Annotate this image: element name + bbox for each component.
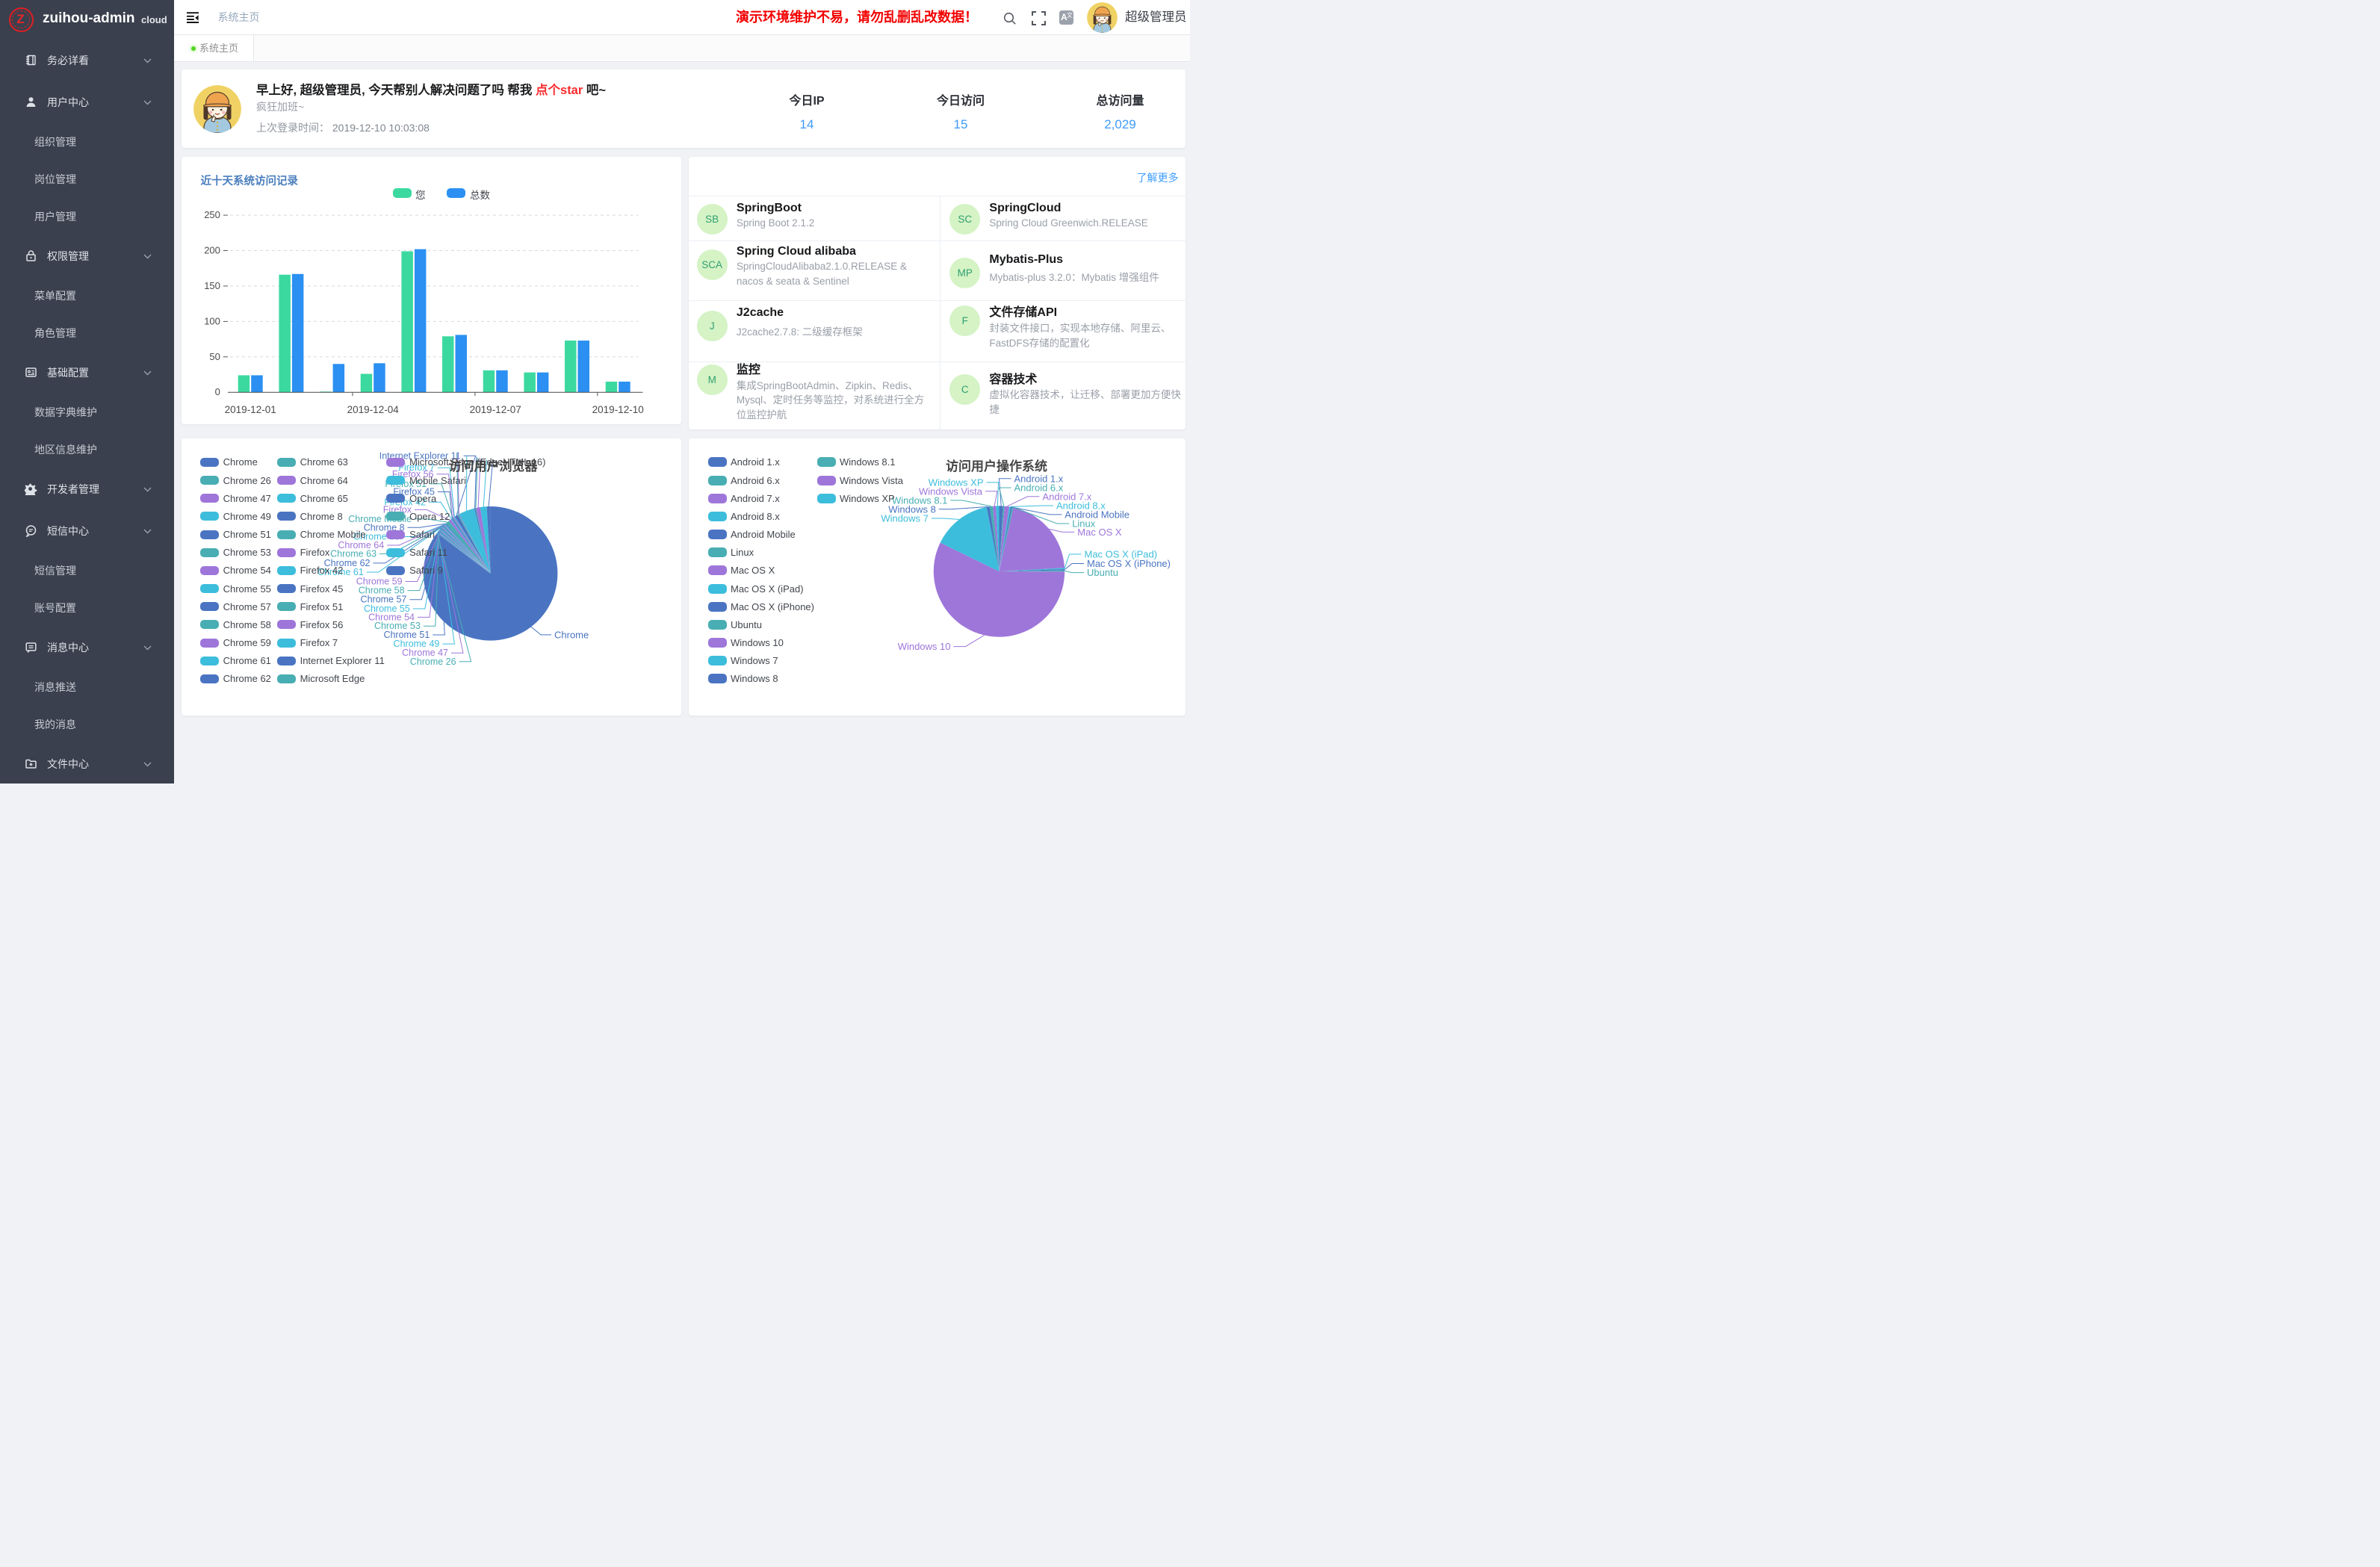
svg-text:Chrome 64: Chrome 64 xyxy=(338,540,384,550)
svg-text:Mac OS X (iPhone): Mac OS X (iPhone) xyxy=(1087,558,1171,569)
svg-text:Windows Vista: Windows Vista xyxy=(918,485,982,497)
svg-text:2019-12-01: 2019-12-01 xyxy=(225,404,276,415)
svg-text:Firefox 7: Firefox 7 xyxy=(398,462,435,473)
svg-text:Mac OS X (iPad): Mac OS X (iPad) xyxy=(1084,549,1157,560)
svg-text:0: 0 xyxy=(215,386,220,397)
svg-text:Android 8.x: Android 8.x xyxy=(1056,500,1106,512)
svg-text:Chrome 63: Chrome 63 xyxy=(330,549,376,559)
svg-text:Windows XP: Windows XP xyxy=(928,477,983,488)
svg-text:Chrome 51: Chrome 51 xyxy=(383,630,430,640)
svg-text:Windows 8.1: Windows 8.1 xyxy=(891,494,946,506)
svg-text:Linux: Linux xyxy=(1072,518,1096,530)
svg-text:Chrome 47: Chrome 47 xyxy=(402,648,448,658)
svg-text:Chrome 54: Chrome 54 xyxy=(368,612,415,622)
svg-text:100: 100 xyxy=(204,315,220,326)
svg-text:Chrome 62: Chrome 62 xyxy=(324,558,371,568)
svg-text:Chrome 49: Chrome 49 xyxy=(394,639,440,649)
svg-text:150: 150 xyxy=(204,279,220,291)
svg-text:200: 200 xyxy=(204,244,220,255)
svg-text:Android 6.x: Android 6.x xyxy=(1014,482,1063,494)
svg-text:50: 50 xyxy=(209,350,220,362)
svg-text:Chrome 55: Chrome 55 xyxy=(364,603,410,614)
svg-text:2019-12-04: 2019-12-04 xyxy=(347,404,400,415)
svg-text:250: 250 xyxy=(204,209,220,220)
svg-text:Chrome 61: Chrome 61 xyxy=(317,567,364,577)
svg-text:Chrome 58: Chrome 58 xyxy=(359,586,405,596)
svg-text:Chrome 26: Chrome 26 xyxy=(410,657,456,667)
svg-text:Chrome 53: Chrome 53 xyxy=(374,621,421,631)
svg-text:Ubuntu: Ubuntu xyxy=(1087,567,1118,578)
svg-text:Android Mobile: Android Mobile xyxy=(1065,509,1129,520)
svg-text:Windows 7: Windows 7 xyxy=(881,513,929,524)
svg-text:Chrome 57: Chrome 57 xyxy=(361,595,407,605)
svg-text:Chrome: Chrome xyxy=(554,629,589,640)
svg-text:Chrome 59: Chrome 59 xyxy=(356,577,403,587)
svg-text:Windows 10: Windows 10 xyxy=(897,641,950,652)
svg-text:Mac OS X: Mac OS X xyxy=(1077,527,1122,538)
svg-text:2019-12-10: 2019-12-10 xyxy=(592,404,644,415)
svg-text:Android 1.x: Android 1.x xyxy=(1014,473,1063,484)
svg-text:Windows 8: Windows 8 xyxy=(888,503,936,515)
svg-text:2019-12-07: 2019-12-07 xyxy=(470,404,521,415)
svg-text:Android 7.x: Android 7.x xyxy=(1042,491,1091,502)
